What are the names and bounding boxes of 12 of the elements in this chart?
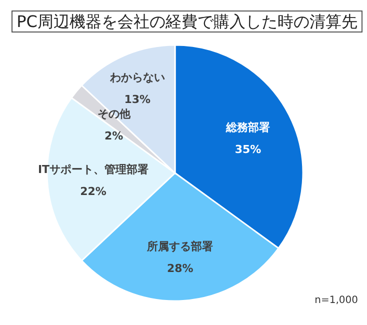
data-label: 13% [124, 93, 151, 106]
slice-label: 所属する部署 [146, 240, 214, 253]
data-label: 28% [166, 262, 194, 275]
slice-label: 総務部署 [224, 120, 270, 134]
slice-label: その他 [97, 107, 132, 120]
text: n=1,000 [314, 295, 358, 306]
data-label: 22% [80, 185, 106, 198]
slice-label: ITサポート、管理部署 [38, 163, 149, 176]
data-label: 2% [104, 129, 124, 142]
chart-title: PC周辺機器を会社の経費で購入した時の清算先 [16, 12, 358, 31]
slice-label: わからない [108, 71, 165, 84]
data-label: 35% [234, 142, 262, 156]
